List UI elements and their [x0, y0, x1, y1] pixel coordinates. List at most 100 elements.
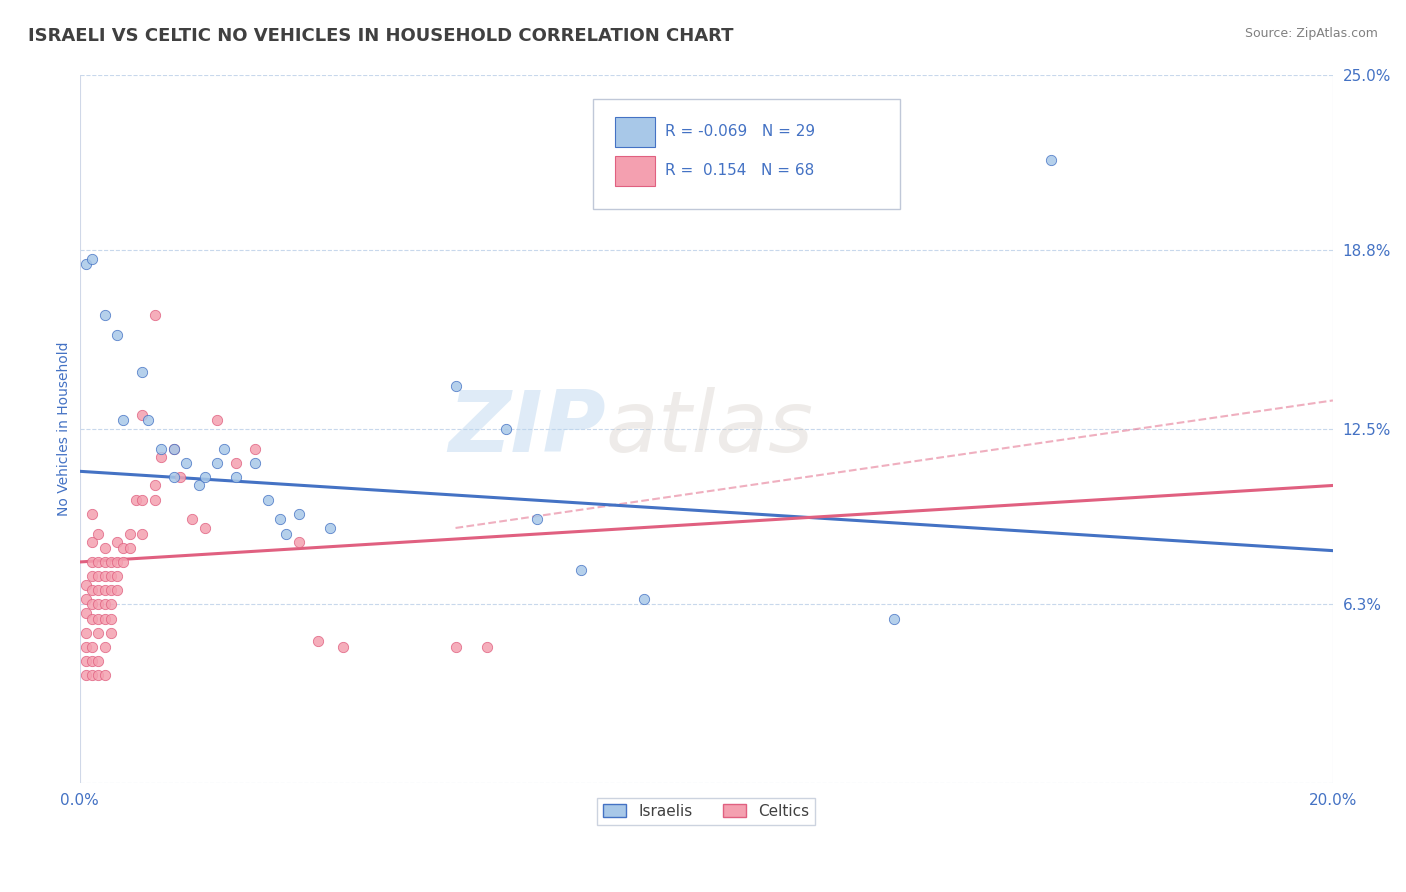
Point — [93, 640, 115, 654]
Point — [93, 668, 115, 682]
Point — [93, 598, 115, 612]
Point — [526, 512, 548, 526]
Point — [80, 507, 103, 521]
Point — [93, 569, 115, 583]
Point — [174, 456, 197, 470]
Point — [131, 526, 153, 541]
Point — [444, 379, 467, 393]
Point — [80, 598, 103, 612]
Point — [105, 569, 128, 583]
Point — [633, 591, 655, 606]
Point — [100, 612, 122, 626]
FancyBboxPatch shape — [593, 99, 900, 209]
Text: Source: ZipAtlas.com: Source: ZipAtlas.com — [1244, 27, 1378, 40]
Point — [75, 640, 97, 654]
Point — [131, 408, 153, 422]
Point — [332, 640, 354, 654]
Point — [105, 535, 128, 549]
Point — [256, 492, 278, 507]
Point — [87, 612, 110, 626]
Bar — [614, 117, 655, 147]
Point — [75, 625, 97, 640]
Point — [93, 583, 115, 598]
Point — [87, 625, 110, 640]
Point — [495, 422, 517, 436]
Point — [80, 569, 103, 583]
Point — [105, 555, 128, 569]
Text: R = -0.069   N = 29: R = -0.069 N = 29 — [665, 124, 815, 138]
Point — [143, 309, 166, 323]
Point — [288, 535, 311, 549]
Point — [80, 668, 103, 682]
Point — [243, 456, 266, 470]
Point — [194, 470, 217, 484]
Point — [105, 583, 128, 598]
Point — [87, 583, 110, 598]
Bar — [614, 156, 655, 186]
Point — [225, 470, 247, 484]
Point — [162, 442, 184, 456]
Point — [118, 541, 141, 555]
Point — [75, 654, 97, 668]
Point — [75, 577, 97, 591]
Point — [80, 583, 103, 598]
Y-axis label: No Vehicles in Household: No Vehicles in Household — [58, 342, 72, 516]
Point — [105, 328, 128, 343]
Point — [288, 507, 311, 521]
Text: atlas: atlas — [606, 387, 814, 470]
Point — [80, 612, 103, 626]
Point — [243, 442, 266, 456]
Point — [475, 640, 498, 654]
Point — [80, 535, 103, 549]
Point — [225, 456, 247, 470]
Point — [75, 606, 97, 620]
Point — [93, 541, 115, 555]
Point — [207, 413, 229, 427]
Point — [444, 640, 467, 654]
Point — [194, 521, 217, 535]
Point — [87, 654, 110, 668]
Point — [80, 654, 103, 668]
Point — [75, 257, 97, 271]
Point — [118, 526, 141, 541]
Point — [112, 555, 135, 569]
Point — [207, 456, 229, 470]
Point — [131, 492, 153, 507]
Point — [569, 564, 592, 578]
Point — [112, 413, 135, 427]
Point — [100, 569, 122, 583]
Point — [87, 668, 110, 682]
Text: ZIP: ZIP — [449, 387, 606, 470]
Point — [87, 526, 110, 541]
Point — [212, 442, 235, 456]
Point — [75, 591, 97, 606]
Point — [80, 252, 103, 266]
Text: R =  0.154   N = 68: R = 0.154 N = 68 — [665, 162, 814, 178]
Point — [883, 612, 905, 626]
Point — [93, 612, 115, 626]
Text: ISRAELI VS CELTIC NO VEHICLES IN HOUSEHOLD CORRELATION CHART: ISRAELI VS CELTIC NO VEHICLES IN HOUSEHO… — [28, 27, 734, 45]
Point — [181, 512, 204, 526]
Point — [269, 512, 291, 526]
Point — [143, 492, 166, 507]
Point — [162, 470, 184, 484]
Point — [100, 555, 122, 569]
Point — [307, 634, 329, 648]
Point — [131, 365, 153, 379]
Point — [319, 521, 342, 535]
Point — [276, 526, 298, 541]
Point — [93, 309, 115, 323]
Point — [112, 541, 135, 555]
Point — [169, 470, 191, 484]
Point — [75, 668, 97, 682]
Point — [87, 555, 110, 569]
Point — [143, 478, 166, 492]
Point — [125, 492, 148, 507]
Point — [100, 598, 122, 612]
Legend: Israelis, Celtics: Israelis, Celtics — [598, 797, 815, 825]
Point — [138, 413, 160, 427]
Point — [162, 442, 184, 456]
Point — [93, 555, 115, 569]
Point — [187, 478, 209, 492]
Point — [1039, 153, 1062, 167]
